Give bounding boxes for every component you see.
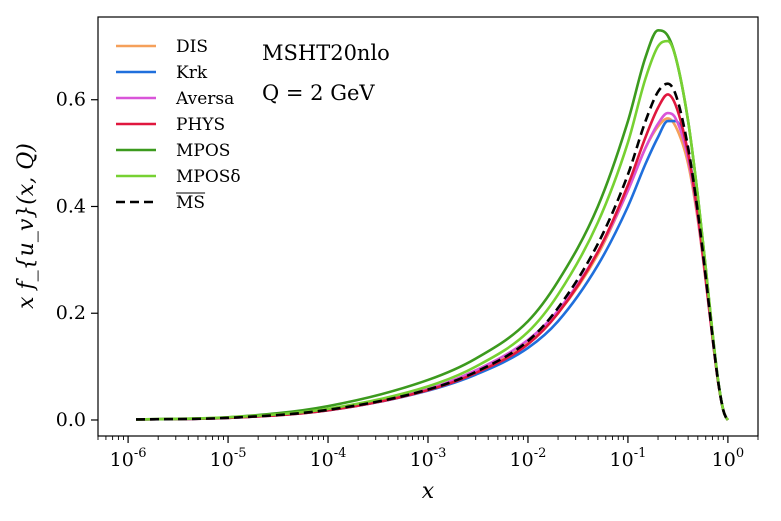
series-line-mpos bbox=[135, 39, 729, 421]
y-tick-label: 0.4 bbox=[56, 195, 86, 217]
x-tick-label: 10-4 bbox=[310, 446, 347, 471]
annotation-scale: Q = 2 GeV bbox=[262, 81, 375, 105]
legend: DIS Krk Aversa PHYS MPOS MPOSδ MS bbox=[116, 37, 241, 213]
x-tick-label: 10-3 bbox=[410, 446, 447, 471]
legend-label: PHYS bbox=[176, 115, 225, 135]
x-tick-label: 10-1 bbox=[610, 446, 647, 471]
series-line-ms bbox=[135, 82, 729, 421]
x-axis-label: x bbox=[422, 479, 435, 504]
legend-label: MS bbox=[176, 193, 205, 213]
axis-ticks: 0.0 0.2 0.4 0.6 10-6 10-5 10-4 10-3 10-2 10-1 100 bbox=[56, 89, 759, 471]
x-tick-label: 100 bbox=[712, 446, 744, 471]
x-tick-label: 10-5 bbox=[210, 446, 247, 471]
legend-label: DIS bbox=[176, 37, 208, 57]
plot-lines bbox=[135, 29, 729, 421]
x-tick-label: 10-6 bbox=[110, 446, 147, 471]
annotation-pdf-set: MSHT20nlo bbox=[262, 41, 390, 65]
legend-label: MPOS bbox=[176, 141, 230, 161]
legend-label: MPOSδ bbox=[176, 167, 241, 187]
y-tick-label: 0.2 bbox=[56, 302, 86, 324]
x-tick-label: 10-2 bbox=[510, 446, 547, 471]
legend-label: Aversa bbox=[175, 89, 234, 109]
y-tick-label: 0.6 bbox=[56, 89, 86, 111]
y-tick-label: 0.0 bbox=[56, 409, 86, 431]
y-axis-label: x f_{u_v}(x, Q) bbox=[14, 143, 39, 309]
legend-label: Krk bbox=[176, 63, 208, 83]
